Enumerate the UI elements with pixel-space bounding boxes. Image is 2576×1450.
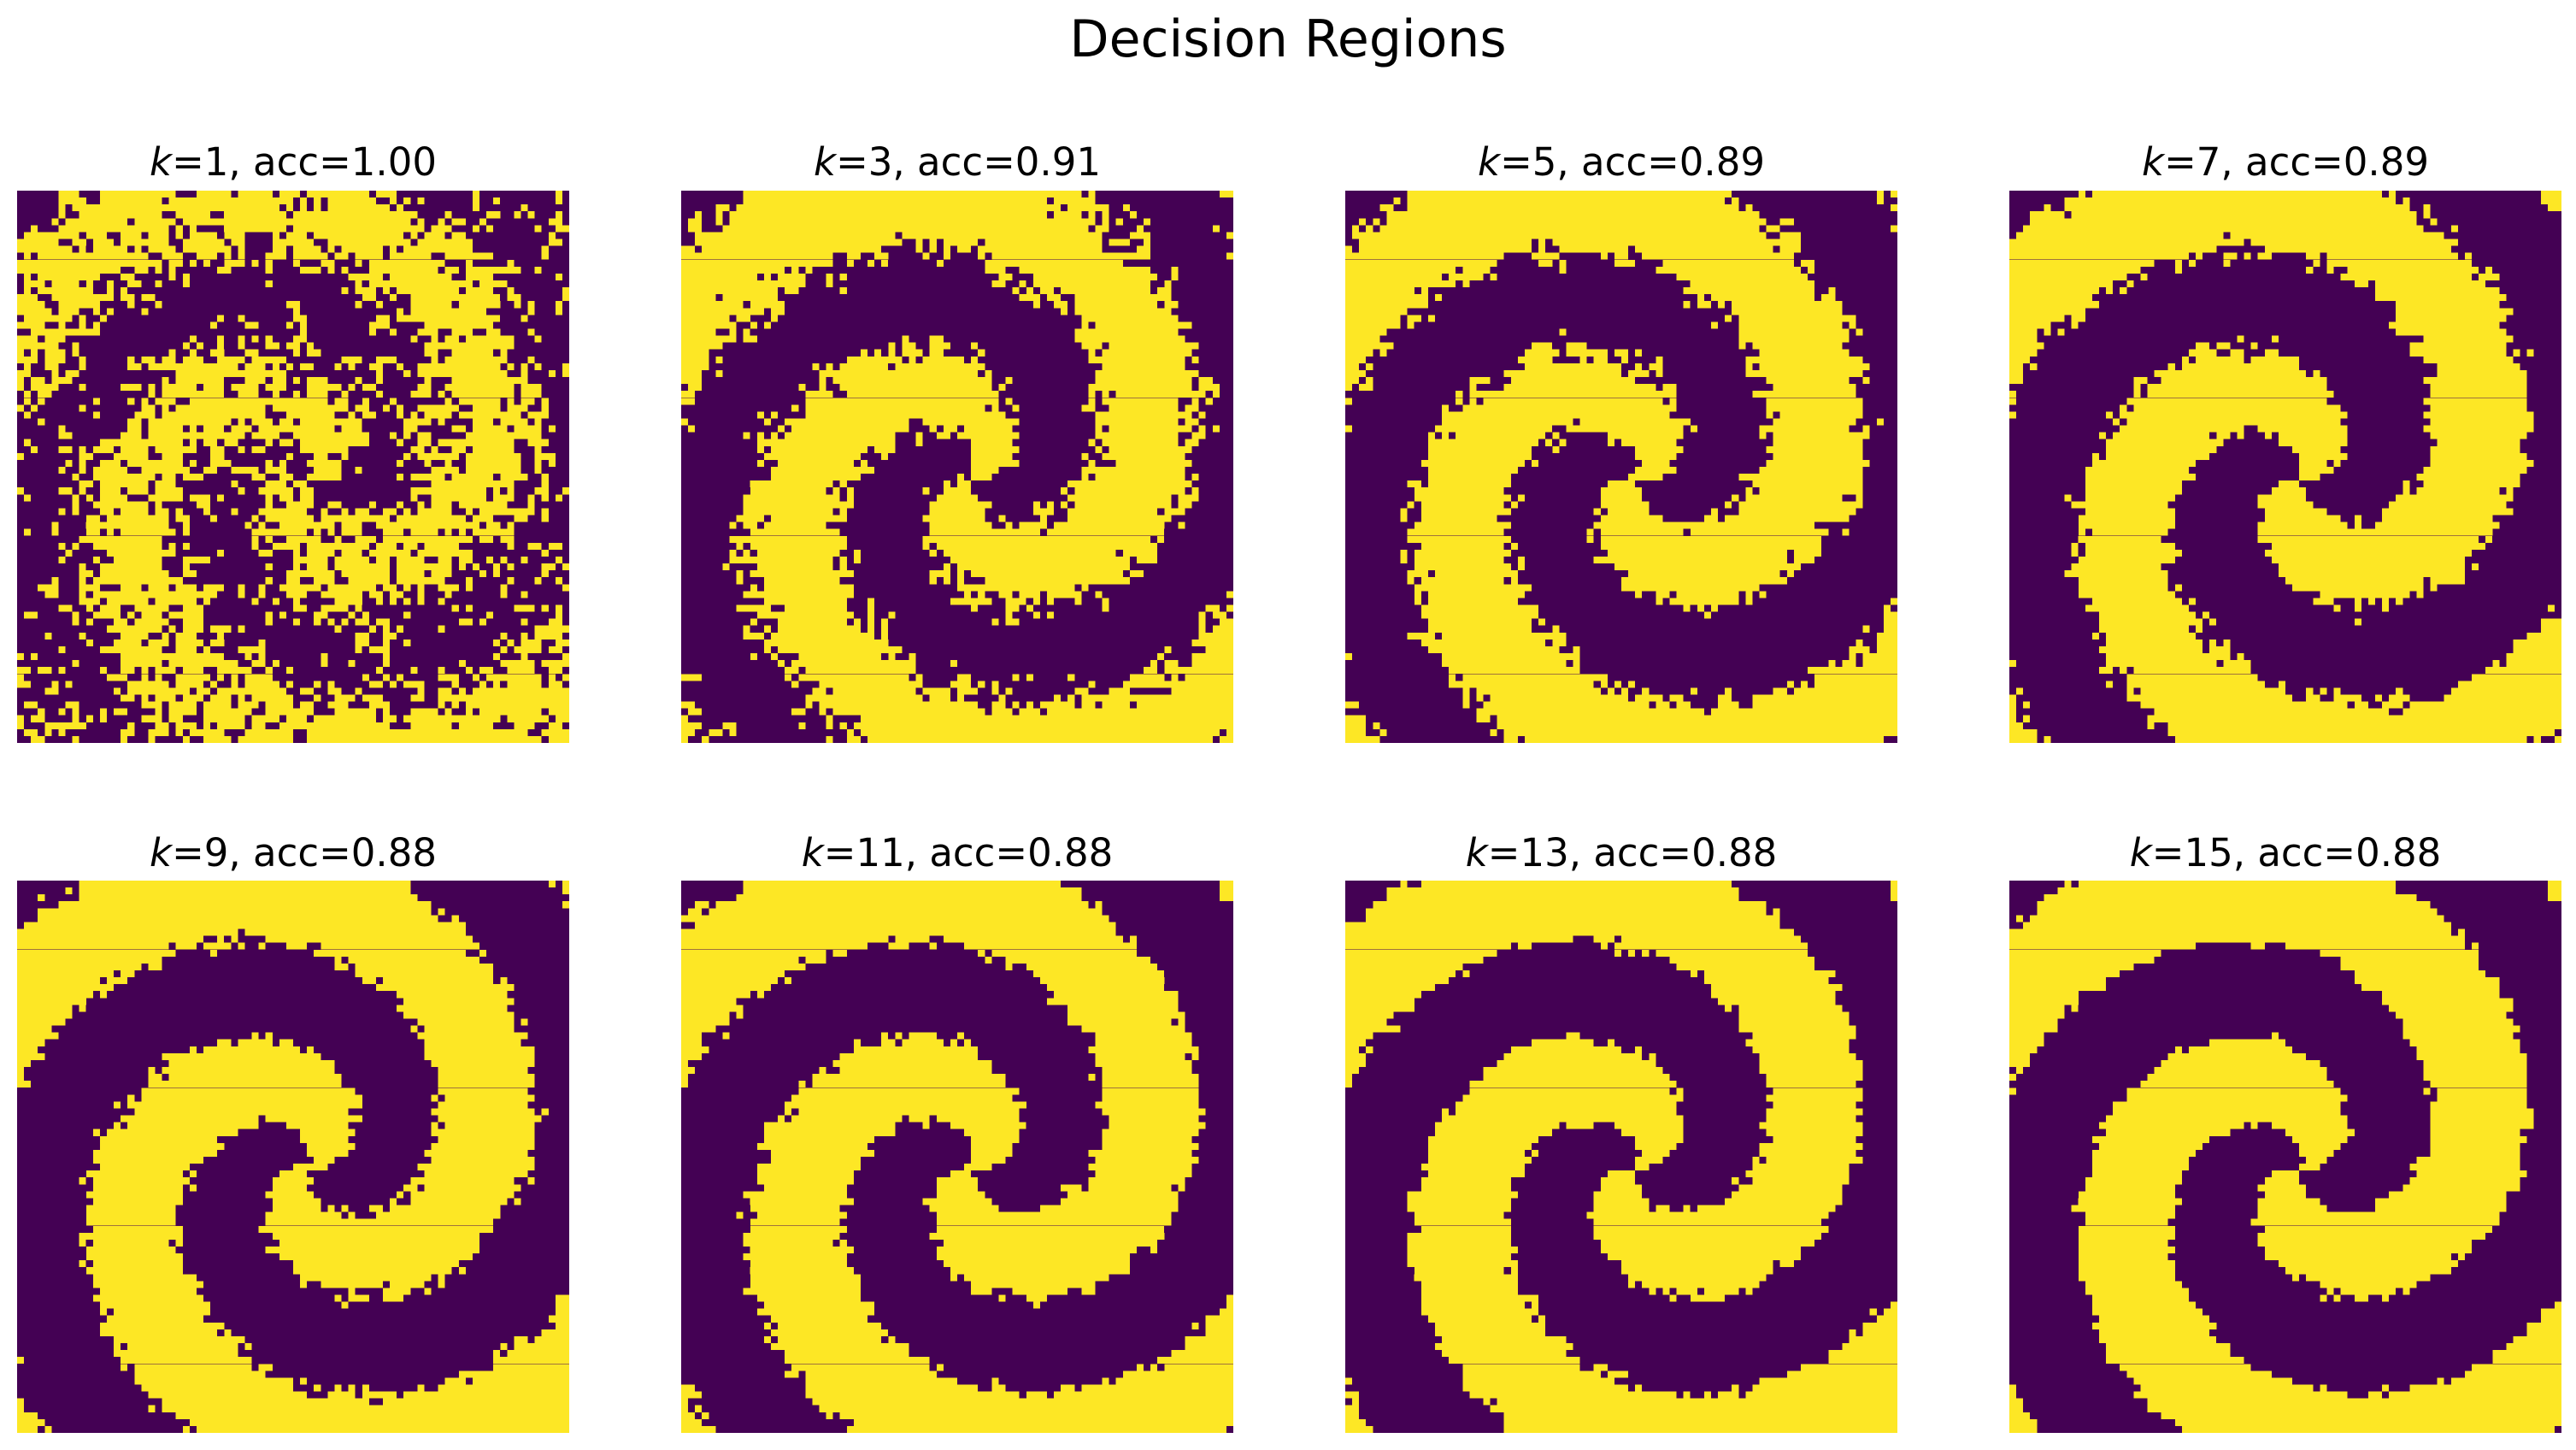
decision-region-panel (1345, 881, 1897, 1433)
panel-title: k=1, acc=1.00 (17, 137, 569, 188)
figure-title: Decision Regions (1069, 9, 1507, 69)
panel-title-text: =3, acc=0.91 (836, 139, 1101, 185)
panel-title: k=9, acc=0.88 (17, 828, 569, 879)
panel-title-text: =13, acc=0.88 (1487, 830, 1778, 875)
panel-title-k: k (1478, 139, 1501, 185)
panel-title-text: =5, acc=0.89 (1500, 139, 1765, 185)
decision-region-panel (17, 881, 569, 1433)
decision-region-panel (681, 881, 1233, 1433)
decision-region-panel (2009, 881, 2561, 1433)
panel-title-text: =15, acc=0.88 (2151, 830, 2442, 875)
panel-title-k: k (801, 830, 824, 875)
panel-title: k=5, acc=0.89 (1345, 137, 1897, 188)
panel-title-k: k (150, 139, 173, 185)
panel-title: k=15, acc=0.88 (2009, 828, 2561, 879)
decision-region-panel (2009, 191, 2561, 743)
panel-title-k: k (814, 139, 837, 185)
decision-region-panel (1345, 191, 1897, 743)
panel-title-text: =11, acc=0.88 (823, 830, 1114, 875)
panel-title-text: =7, acc=0.89 (2164, 139, 2429, 185)
panel-title-text: =1, acc=1.00 (172, 139, 437, 185)
panel-title: k=13, acc=0.88 (1345, 828, 1897, 879)
panel-title-k: k (150, 830, 173, 875)
panel-title-text: =9, acc=0.88 (172, 830, 437, 875)
panel-title: k=3, acc=0.91 (681, 137, 1233, 188)
panel-title-k: k (2142, 139, 2165, 185)
panel-title: k=7, acc=0.89 (2009, 137, 2561, 188)
decision-region-panel (681, 191, 1233, 743)
panel-title-k: k (1465, 830, 1488, 875)
panel-title: k=11, acc=0.88 (681, 828, 1233, 879)
panel-title-k: k (2129, 830, 2152, 875)
decision-region-panel (17, 191, 569, 743)
